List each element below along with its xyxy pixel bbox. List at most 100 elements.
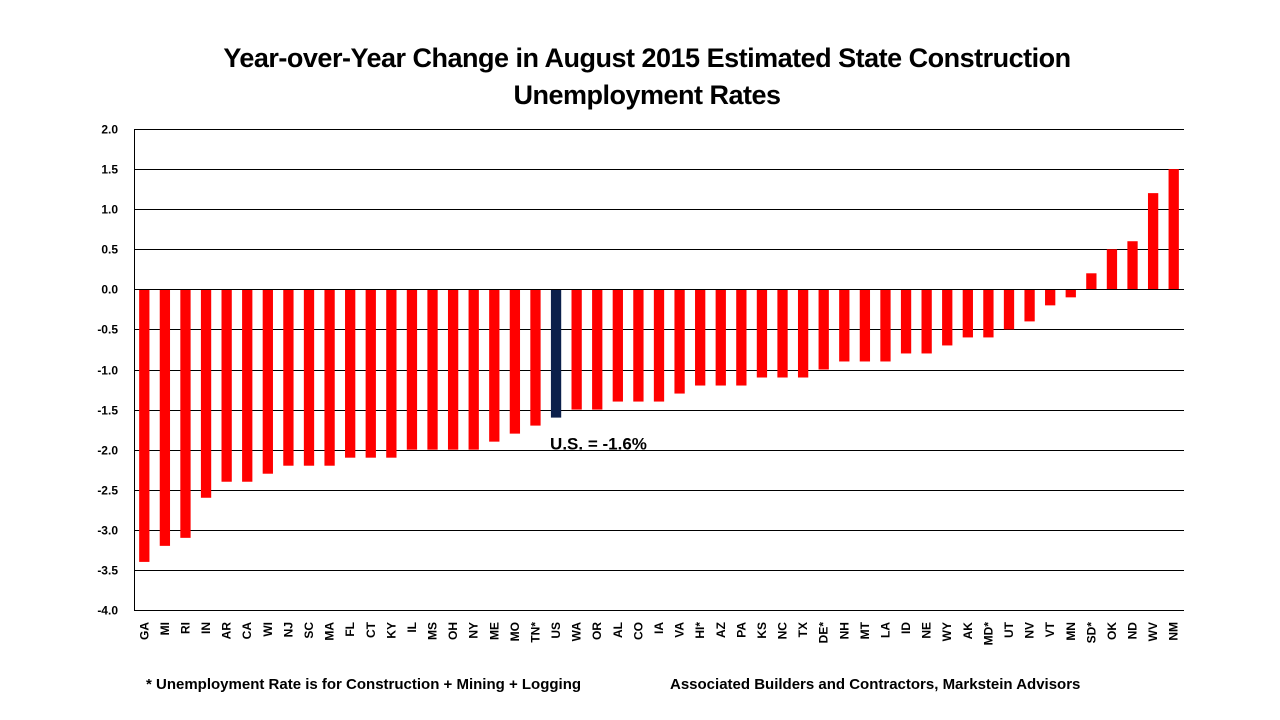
x-tick-label: ID (899, 622, 913, 634)
x-tick-label: MN (1064, 622, 1078, 641)
x-tick-label: GA (137, 622, 151, 640)
bar (612, 289, 623, 402)
x-tick-label: SC (302, 622, 316, 639)
bar (633, 289, 644, 402)
y-tick-label: 0.5 (101, 243, 118, 257)
bar (962, 289, 973, 338)
footnote-mining-logging: * Unemployment Rate is for Construction … (146, 676, 582, 693)
bar (509, 289, 521, 434)
x-tick-label: CA (240, 622, 254, 640)
bar (592, 289, 603, 410)
bar (139, 289, 150, 562)
x-tick-label: NJ (281, 622, 295, 637)
bar (695, 289, 706, 386)
bar (489, 289, 500, 442)
x-tick-label: KS (755, 622, 769, 639)
x-tick-label: SD* (1084, 622, 1098, 644)
chart-title-line-1: Year-over-Year Change in August 2015 Est… (223, 43, 1071, 73)
x-tick-label: WY (940, 622, 954, 641)
bar (303, 289, 315, 466)
x-tick-label: ME (487, 622, 501, 640)
y-tick-label: -3.0 (97, 524, 118, 538)
x-tick-label: NC (776, 622, 790, 640)
bar (921, 289, 932, 354)
x-tick-label: MD* (981, 622, 995, 646)
chart-title: Year-over-Year Change in August 2015 Est… (0, 40, 1280, 114)
x-tick-label: RI (178, 622, 192, 634)
x-tick-label: WI (261, 622, 275, 637)
bar (1147, 193, 1159, 290)
bar (221, 289, 232, 482)
y-tick-label: 1.5 (101, 163, 118, 177)
bar (345, 289, 356, 458)
x-tick-label: UT (1002, 621, 1016, 638)
bar (797, 289, 809, 378)
x-tick-label: OK (1105, 622, 1119, 640)
x-tick-label: MI (158, 622, 172, 635)
bar (530, 289, 541, 426)
x-tick-label: OR (590, 622, 604, 640)
y-tick-label: -4.0 (97, 604, 118, 618)
bar (242, 289, 253, 482)
x-tick-label: VT (1043, 621, 1057, 637)
bar (324, 289, 335, 466)
x-tick-label: US (549, 622, 563, 639)
y-tick-label: -0.5 (97, 323, 118, 337)
bar (1045, 289, 1056, 306)
x-tick-label: WA (570, 622, 584, 642)
bar-highlight (550, 289, 562, 418)
x-tick-label: MT (858, 621, 872, 639)
bar (1086, 273, 1097, 290)
bar (859, 289, 871, 362)
bar (839, 289, 850, 362)
x-tick-label: IL (405, 622, 419, 633)
bar (386, 289, 397, 458)
y-tick-label: -2.5 (97, 484, 118, 498)
bar (468, 289, 479, 450)
x-tick-label: ND (1126, 622, 1140, 640)
bar (715, 289, 726, 386)
x-tick-label: MS (426, 622, 440, 640)
x-tick-label: DE* (817, 622, 831, 644)
x-tick-label: HI* (693, 622, 707, 639)
x-tick-label: VA (673, 622, 687, 638)
footnote-source: Associated Builders and Contractors, Mar… (670, 676, 1081, 693)
bar (818, 289, 829, 370)
bar (983, 289, 994, 338)
bar (880, 289, 891, 362)
x-tick-label: FL (343, 622, 357, 637)
bar (200, 289, 212, 498)
x-tick-label: TN* (528, 622, 542, 643)
bar (180, 289, 191, 538)
bar (653, 289, 665, 402)
y-tick-label: -1.5 (97, 404, 118, 418)
y-tick-label: 0.0 (101, 283, 118, 297)
x-tick-label: MA (323, 622, 337, 641)
bar (262, 289, 273, 474)
bar (942, 289, 953, 346)
x-tick-label: NV (1023, 622, 1037, 639)
y-tick-label: 1.0 (101, 203, 118, 217)
bar (1003, 289, 1015, 330)
x-tick-label: AL (611, 622, 625, 638)
x-tick-label: IA (652, 622, 666, 634)
y-tick-label: 2.0 (101, 123, 118, 137)
x-tick-label: WV (1146, 622, 1160, 641)
us-annotation: U.S. = -1.6% (550, 435, 647, 454)
bar (427, 289, 438, 450)
bar (406, 289, 418, 450)
x-tick-label: PA (734, 622, 748, 638)
bar (283, 289, 294, 466)
bar (1127, 241, 1138, 290)
x-tick-label: TX (796, 622, 810, 637)
bar (1024, 289, 1035, 322)
y-tick-label: -2.0 (97, 444, 118, 458)
x-tick-label: NH (837, 622, 851, 639)
bar (1168, 169, 1179, 290)
y-tick-label: -3.5 (97, 564, 118, 578)
bar (447, 289, 459, 450)
x-tick-label: AK (961, 622, 975, 640)
x-tick-label: CT (364, 621, 378, 638)
x-tick-label: NM (1167, 622, 1181, 641)
